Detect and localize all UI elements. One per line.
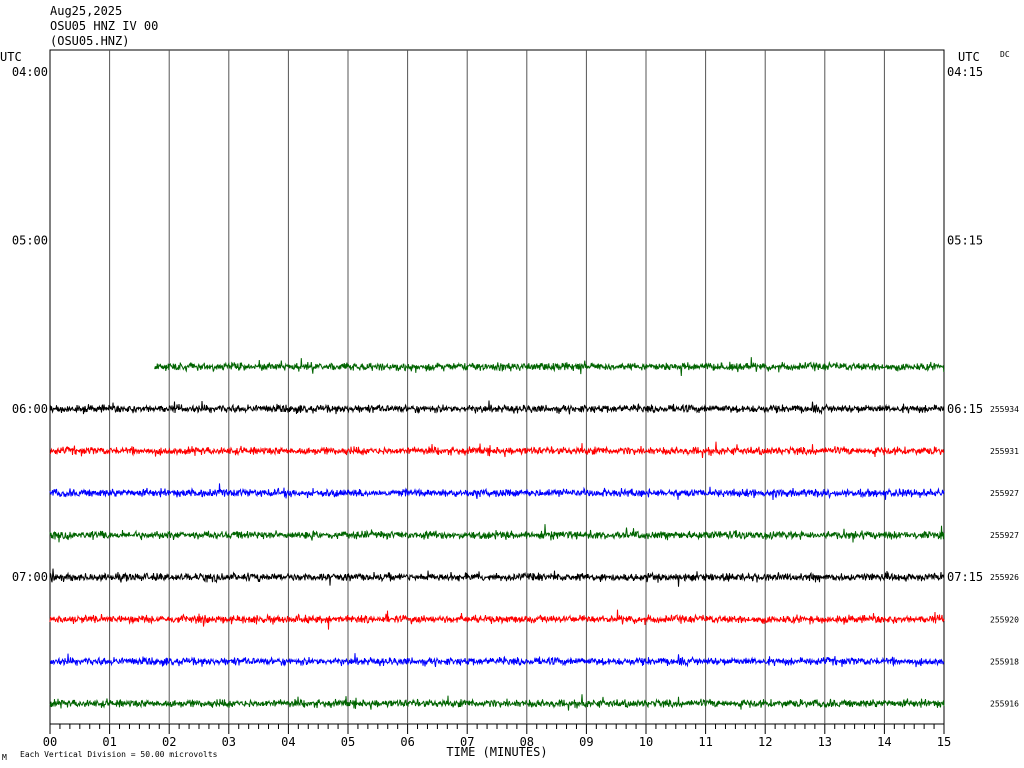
trace-count-label: 255918 [990,657,1019,666]
header-station: OSU05 HNZ IV 00 [50,19,159,33]
x-tick-label: 11 [698,735,712,749]
trace-line [49,609,945,630]
trace-count-label: 255931 [990,447,1019,456]
trace-line [50,653,945,668]
left-time-label: 04:00 [12,65,48,79]
x-tick-label: 14 [877,735,891,749]
trace-count-label: 255934 [990,405,1019,414]
header-date: Aug25,2025 [50,4,123,18]
header-channel: (OSU05.HNZ) [50,34,130,48]
right-time-label: 05:15 [947,233,983,247]
left-time-label: 05:00 [12,233,48,247]
x-tick-label: 00 [43,735,57,749]
right-time-label: 07:15 [947,570,983,584]
left-time-label: 07:00 [12,570,48,584]
trace-count-label: 255916 [990,700,1019,709]
trace-line [49,441,945,459]
scale-note: Each Vertical Division = 50.00 microvolt… [20,750,218,759]
trace-count-label: 255920 [990,615,1019,624]
trace-count-label: 255926 [990,573,1019,582]
x-tick-label: 07 [460,735,474,749]
right-utc-label: UTC [958,50,980,64]
right-time-label: 04:15 [947,65,983,79]
dc-label: DC [1000,50,1010,59]
trace-count-label: 255927 [990,489,1019,498]
trace-line [154,357,945,377]
trace-count-label: 255927 [990,531,1019,540]
trace-line [49,524,945,543]
x-tick-label: 10 [639,735,653,749]
x-tick-label: 04 [281,735,295,749]
trace-line [49,400,945,416]
x-tick-label: 08 [520,735,534,749]
trace-line [49,694,945,711]
trace-line [49,568,945,587]
left-utc-label: UTC [0,50,22,64]
x-tick-label: 01 [102,735,116,749]
x-tick-label: 06 [400,735,414,749]
right-time-label: 06:15 [947,402,983,416]
x-tick-label: 15 [937,735,951,749]
x-tick-label: 13 [818,735,832,749]
x-axis-title: TIME (MINUTES) [446,745,547,759]
x-tick-label: 02 [162,735,176,749]
left-time-label: 06:00 [12,402,48,416]
x-tick-label: 12 [758,735,772,749]
x-tick-label: 05 [341,735,355,749]
x-tick-label: 03 [222,735,236,749]
trace-line [49,483,945,501]
scale-mark: M [2,753,7,762]
x-tick-label: 09 [579,735,593,749]
